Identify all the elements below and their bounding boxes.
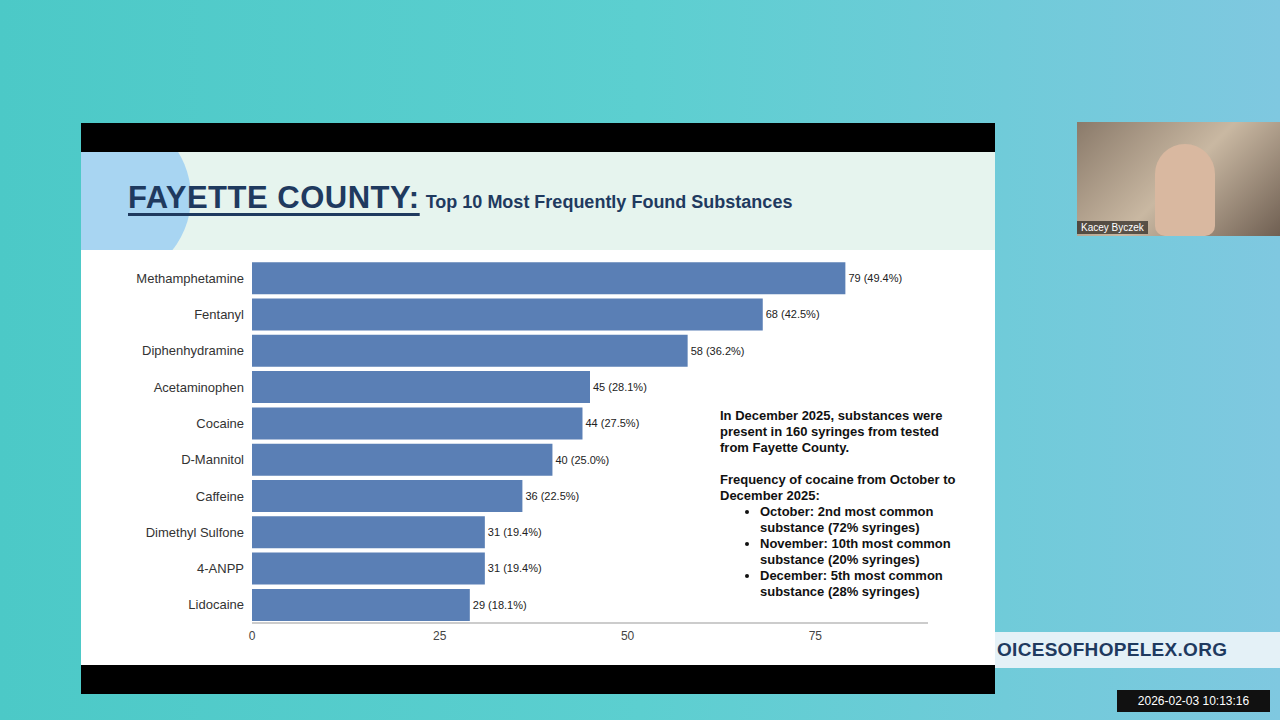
svg-text:79 (49.4%): 79 (49.4%) bbox=[848, 272, 902, 284]
svg-text:Methamphetamine: Methamphetamine bbox=[136, 271, 244, 286]
html-text:Kacey Byczek: Kacey Byczek bbox=[1081, 222, 1144, 233]
svg-text:D-Mannitol: D-Mannitol bbox=[181, 452, 244, 467]
svg-text:31 (19.4%): 31 (19.4%) bbox=[488, 562, 542, 574]
svg-text:Fentanyl: Fentanyl bbox=[194, 307, 244, 322]
svg-text:44 (27.5%): 44 (27.5%) bbox=[585, 417, 639, 429]
svg-text:4-ANPP: 4-ANPP bbox=[197, 561, 244, 576]
svg-text:45 (28.1%): 45 (28.1%) bbox=[593, 381, 647, 393]
svg-text:25: 25 bbox=[433, 629, 447, 643]
html-text:FAYETTE COUNTY: Top 10 Most Fr: FAYETTE COUNTY: Top 10 Most Frequently F… bbox=[128, 180, 793, 215]
html-text:December: 5th most common subs: December: 5th most common substance (28%… bbox=[760, 568, 943, 599]
svg-text:31 (19.4%): 31 (19.4%) bbox=[488, 526, 542, 538]
svg-text:Lidocaine: Lidocaine bbox=[188, 597, 244, 612]
svg-text:Caffeine: Caffeine bbox=[196, 489, 244, 504]
svg-text:29 (18.1%): 29 (18.1%) bbox=[473, 599, 527, 611]
svg-text:50: 50 bbox=[621, 629, 635, 643]
svg-text:0: 0 bbox=[249, 629, 256, 643]
html-text:In December 2025, substances w: In December 2025, substances were presen… bbox=[720, 408, 943, 455]
svg-text:Diphenhydramine: Diphenhydramine bbox=[142, 343, 244, 358]
svg-text:58 (36.2%): 58 (36.2%) bbox=[691, 345, 745, 357]
svg-text:Cocaine: Cocaine bbox=[196, 416, 244, 431]
svg-text:Acetaminophen: Acetaminophen bbox=[154, 380, 244, 395]
svg-text:Dimethyl Sulfone: Dimethyl Sulfone bbox=[146, 525, 244, 540]
svg-text:68 (42.5%): 68 (42.5%) bbox=[766, 308, 820, 320]
svg-text:40 (25.0%): 40 (25.0%) bbox=[555, 454, 609, 466]
html-text:October: 2nd most common subst: October: 2nd most common substance (72% … bbox=[760, 504, 934, 535]
html-text:November: 10th most common sub: November: 10th most common substance (20… bbox=[760, 536, 951, 567]
html-text:2026-02-03 10:13:16: 2026-02-03 10:13:16 bbox=[1137, 694, 1250, 708]
svg-text:36 (22.5%): 36 (22.5%) bbox=[525, 490, 579, 502]
svg-text:75: 75 bbox=[809, 629, 823, 643]
html-text:Frequency of cocaine from Octo: Frequency of cocaine from October to Dec… bbox=[720, 472, 956, 503]
html-text:OICESOFHOPELEX.ORG: OICESOFHOPELEX.ORG bbox=[997, 639, 1228, 660]
